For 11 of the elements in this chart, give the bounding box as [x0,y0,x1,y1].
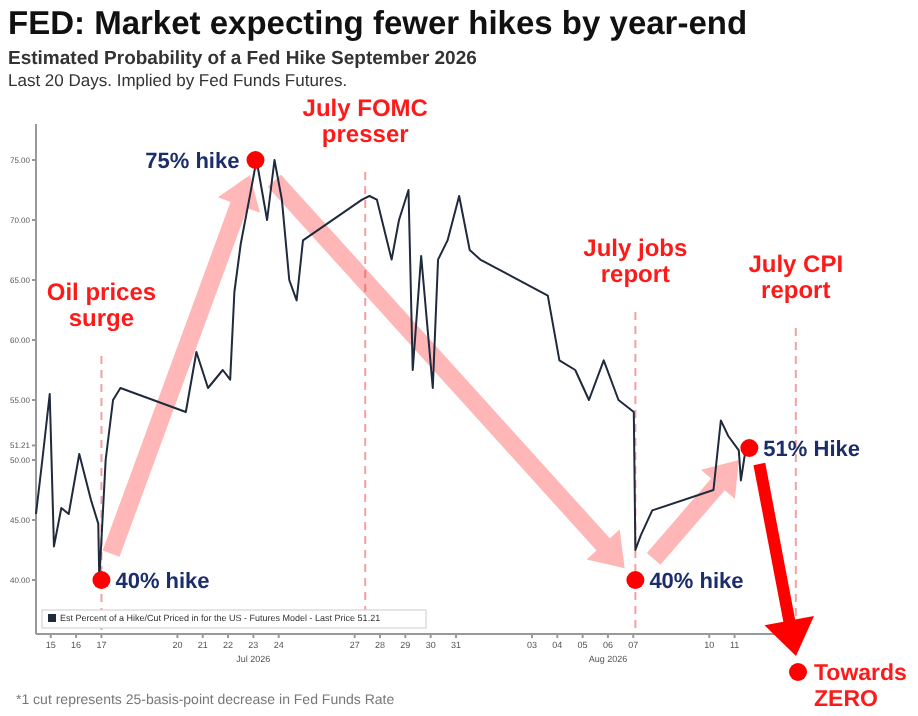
chart-title: FED: Market expecting fewer hikes by year-end [8,6,748,42]
ref-line-label: July CPI report [748,250,844,304]
annotation: 75% hike [145,149,240,174]
chart-subtitle: Estimated Probability of a Fed Hike September 2026 Last 20 Days. Implied by Fed Funds Futures. [8,48,477,90]
ref-line-label: Oil prices surge [46,278,157,332]
ref-line-label: July jobs report [583,234,689,288]
annotation: 51% Hike [763,437,860,462]
ref-line-label: July FOMC presser [302,94,429,148]
text: Towards ZERO [814,662,907,712]
annotation: 40% hike [649,569,744,594]
annotation: 40% hike [115,569,210,594]
